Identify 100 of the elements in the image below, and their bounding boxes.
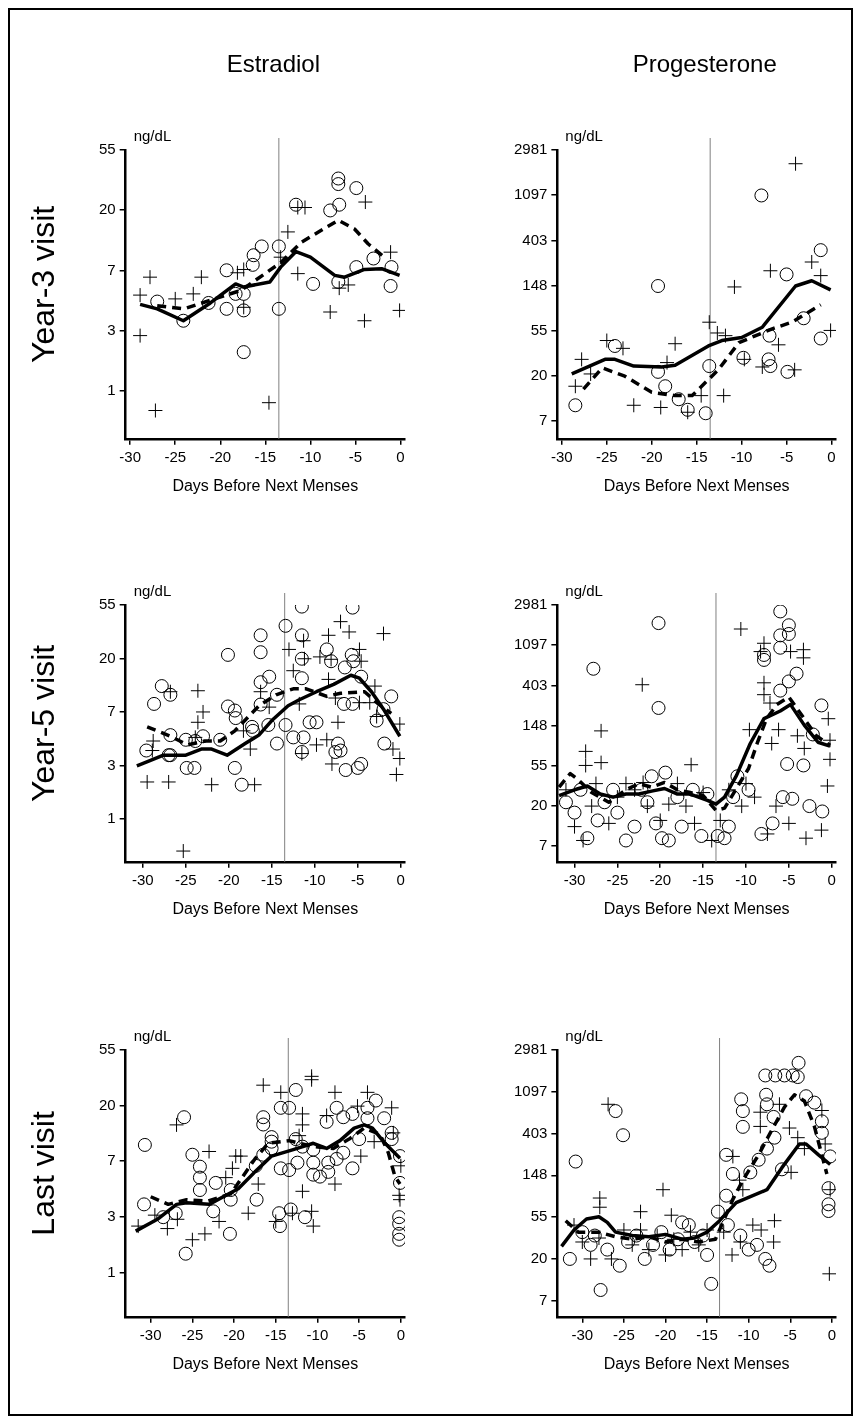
point <box>730 769 745 784</box>
point <box>333 743 348 758</box>
chart-title: Progesterone <box>632 49 777 77</box>
y-tick-label: 148 <box>522 275 548 293</box>
point <box>302 715 317 730</box>
point <box>641 1242 657 1258</box>
x-tick-label: -15 <box>685 447 708 465</box>
point <box>369 708 385 724</box>
point <box>294 1117 310 1133</box>
point <box>822 751 836 767</box>
x-tick-label: -10 <box>735 870 757 888</box>
point <box>196 729 211 744</box>
point <box>741 722 757 738</box>
point <box>766 1109 781 1124</box>
point <box>568 398 583 413</box>
y-tick-label: 1 <box>107 1262 116 1280</box>
point <box>255 1077 271 1093</box>
x-tick-label: -10 <box>299 447 322 465</box>
x-axis-title: Days Before Next Menses <box>172 899 359 917</box>
point <box>213 732 228 747</box>
point <box>814 1125 829 1140</box>
y-tick-label: 20 <box>99 648 116 666</box>
point <box>758 1068 773 1083</box>
point <box>261 395 277 411</box>
point <box>235 723 251 739</box>
point <box>253 684 269 700</box>
y-tick-label: 2981 <box>513 595 548 613</box>
point <box>583 1237 598 1252</box>
point <box>269 687 284 702</box>
point <box>683 757 699 773</box>
x-tick-label: -15 <box>264 1325 287 1343</box>
point <box>733 621 749 637</box>
point <box>369 713 384 728</box>
point <box>336 696 351 711</box>
point <box>733 1228 748 1243</box>
point <box>700 1247 715 1262</box>
point <box>759 1141 774 1156</box>
y-tick-label: 55 <box>99 140 116 158</box>
x-tick-label: -10 <box>306 1325 329 1343</box>
point <box>732 1234 748 1250</box>
point <box>195 704 211 720</box>
point <box>616 1222 632 1238</box>
x-tick-label: -5 <box>783 1325 797 1343</box>
x-axis-title: Days Before Next Menses <box>172 1354 359 1372</box>
point <box>796 1141 812 1157</box>
point <box>681 1218 696 1233</box>
point <box>768 798 784 814</box>
point <box>661 796 677 812</box>
point <box>765 816 780 831</box>
point <box>304 1072 320 1088</box>
point <box>384 689 399 704</box>
point <box>654 1225 669 1240</box>
point <box>709 325 725 341</box>
point <box>795 650 811 666</box>
point <box>766 1213 782 1229</box>
point <box>288 197 303 212</box>
point <box>822 732 836 748</box>
point <box>271 301 286 316</box>
point <box>799 1089 814 1104</box>
point <box>759 826 775 842</box>
point <box>616 1128 631 1143</box>
point <box>285 663 301 679</box>
point <box>719 1188 734 1203</box>
point <box>807 1095 822 1110</box>
y-tick-label: 2981 <box>513 1040 548 1058</box>
point <box>724 1247 740 1263</box>
point <box>658 765 673 780</box>
point <box>319 1108 335 1124</box>
point <box>773 628 788 643</box>
point <box>717 328 733 344</box>
point <box>600 1096 616 1112</box>
point <box>330 736 345 751</box>
point <box>710 829 725 844</box>
y-tick-label: 20 <box>530 366 548 384</box>
x-tick-label: -5 <box>352 1325 366 1343</box>
point <box>327 1084 343 1100</box>
point <box>687 815 703 831</box>
point <box>253 645 268 660</box>
point <box>756 635 772 651</box>
x-tick-label: -10 <box>730 447 753 465</box>
point <box>234 777 249 792</box>
point <box>789 666 804 681</box>
point <box>767 1130 782 1145</box>
point <box>296 633 312 649</box>
point <box>597 795 612 810</box>
point <box>562 1251 577 1266</box>
point <box>813 822 829 838</box>
point <box>599 333 615 349</box>
point <box>791 1055 806 1070</box>
point <box>701 314 717 330</box>
point <box>197 1226 213 1242</box>
y-tick-label: 1 <box>107 809 116 827</box>
point <box>670 1232 685 1247</box>
point <box>250 1176 266 1192</box>
point <box>762 263 778 279</box>
point <box>220 699 235 714</box>
point <box>245 723 260 738</box>
point <box>695 1228 710 1243</box>
point <box>253 675 268 690</box>
point <box>775 790 790 805</box>
